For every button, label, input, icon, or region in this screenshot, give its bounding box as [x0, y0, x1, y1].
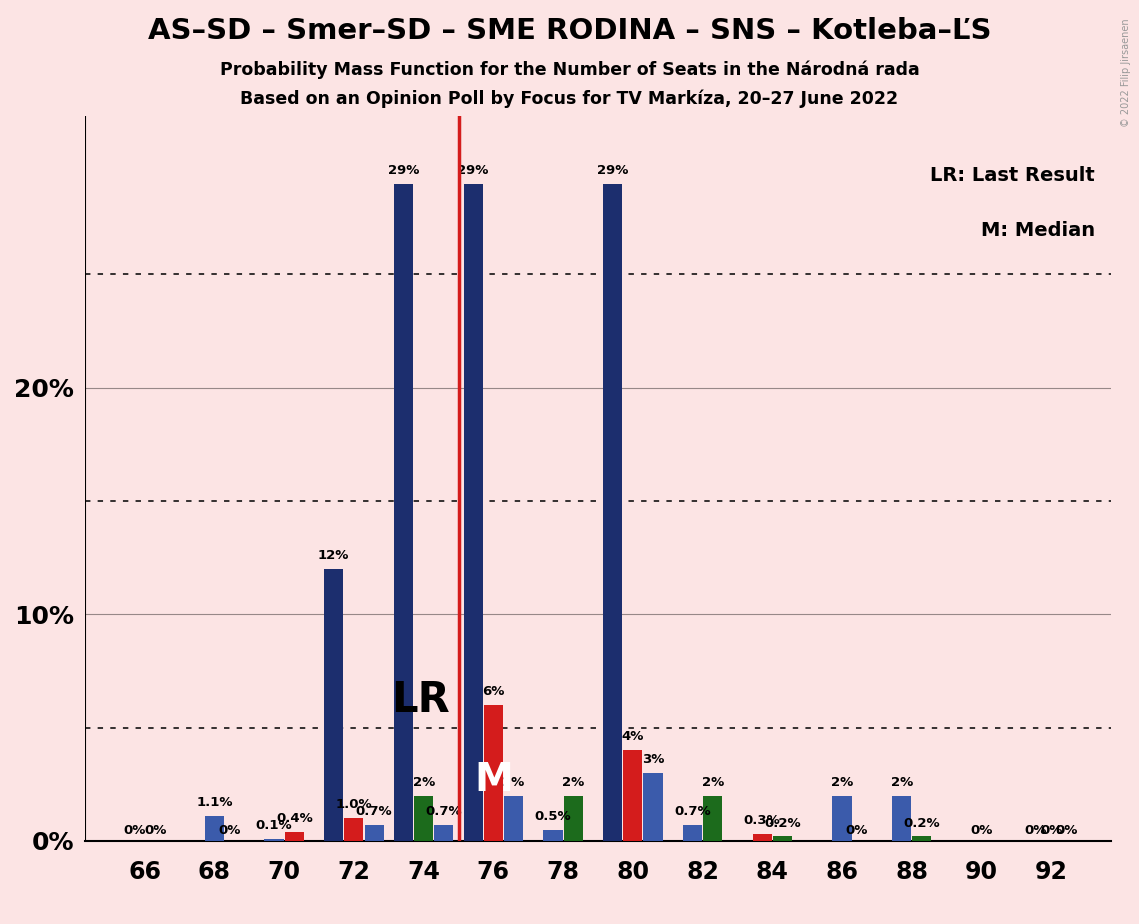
Bar	[833, 796, 852, 841]
Text: 29%: 29%	[387, 164, 419, 176]
Bar	[344, 818, 363, 841]
Bar	[753, 834, 772, 841]
Text: M: M	[474, 760, 513, 798]
Text: 0.2%: 0.2%	[903, 817, 940, 830]
Bar	[325, 569, 343, 841]
Text: 12%: 12%	[318, 549, 350, 562]
Text: 2%: 2%	[562, 776, 584, 789]
Bar	[505, 796, 523, 841]
Text: 0%: 0%	[1040, 824, 1063, 837]
Text: 4%: 4%	[622, 730, 644, 744]
Bar	[912, 836, 932, 841]
Text: 2%: 2%	[831, 776, 853, 789]
Text: 0.2%: 0.2%	[764, 817, 801, 830]
Text: 0.1%: 0.1%	[256, 819, 293, 832]
Bar	[364, 825, 384, 841]
Text: 2%: 2%	[412, 776, 435, 789]
Bar	[205, 816, 224, 841]
Text: 0%: 0%	[1056, 824, 1079, 837]
Text: 0%: 0%	[970, 824, 993, 837]
Text: Based on an Opinion Poll by Focus for TV Markíza, 20–27 June 2022: Based on an Opinion Poll by Focus for TV…	[240, 90, 899, 108]
Bar	[484, 705, 503, 841]
Text: 6%: 6%	[482, 685, 505, 698]
Text: LR: Last Result: LR: Last Result	[931, 166, 1096, 186]
Text: 0.4%: 0.4%	[276, 812, 312, 825]
Bar	[285, 832, 304, 841]
Text: 0.7%: 0.7%	[674, 805, 711, 818]
Bar	[892, 796, 911, 841]
Text: 29%: 29%	[458, 164, 489, 176]
Text: 1.0%: 1.0%	[336, 798, 372, 811]
Text: 0%: 0%	[123, 824, 146, 837]
Bar	[683, 825, 702, 841]
Bar	[564, 796, 583, 841]
Text: 2%: 2%	[502, 776, 525, 789]
Text: 0%: 0%	[845, 824, 868, 837]
Text: AS–SD – Smer–SD – SME RODINA – SNS – Kotleba–ĽS: AS–SD – Smer–SD – SME RODINA – SNS – Kot…	[148, 17, 991, 44]
Bar	[394, 184, 413, 841]
Bar	[415, 796, 433, 841]
Bar	[603, 184, 622, 841]
Bar	[464, 184, 483, 841]
Text: 1.1%: 1.1%	[196, 796, 232, 809]
Text: © 2022 Filip Jirsaenen: © 2022 Filip Jirsaenen	[1121, 18, 1131, 128]
Text: Probability Mass Function for the Number of Seats in the Národná rada: Probability Mass Function for the Number…	[220, 60, 919, 79]
Bar	[644, 772, 663, 841]
Bar	[773, 836, 792, 841]
Text: 0.7%: 0.7%	[426, 805, 462, 818]
Text: 0.7%: 0.7%	[355, 805, 393, 818]
Bar	[264, 839, 284, 841]
Bar	[543, 830, 563, 841]
Text: 0%: 0%	[1024, 824, 1047, 837]
Text: M: Median: M: Median	[981, 221, 1096, 239]
Bar	[623, 750, 642, 841]
Text: 2%: 2%	[702, 776, 723, 789]
Text: 29%: 29%	[597, 164, 629, 176]
Text: 3%: 3%	[642, 753, 664, 766]
Text: 2%: 2%	[891, 776, 912, 789]
Text: 0.5%: 0.5%	[534, 809, 572, 822]
Text: LR: LR	[391, 679, 450, 722]
Text: 0%: 0%	[218, 824, 240, 837]
Text: 0.3%: 0.3%	[744, 814, 780, 827]
Bar	[703, 796, 722, 841]
Bar	[434, 825, 453, 841]
Text: 0%: 0%	[144, 824, 166, 837]
